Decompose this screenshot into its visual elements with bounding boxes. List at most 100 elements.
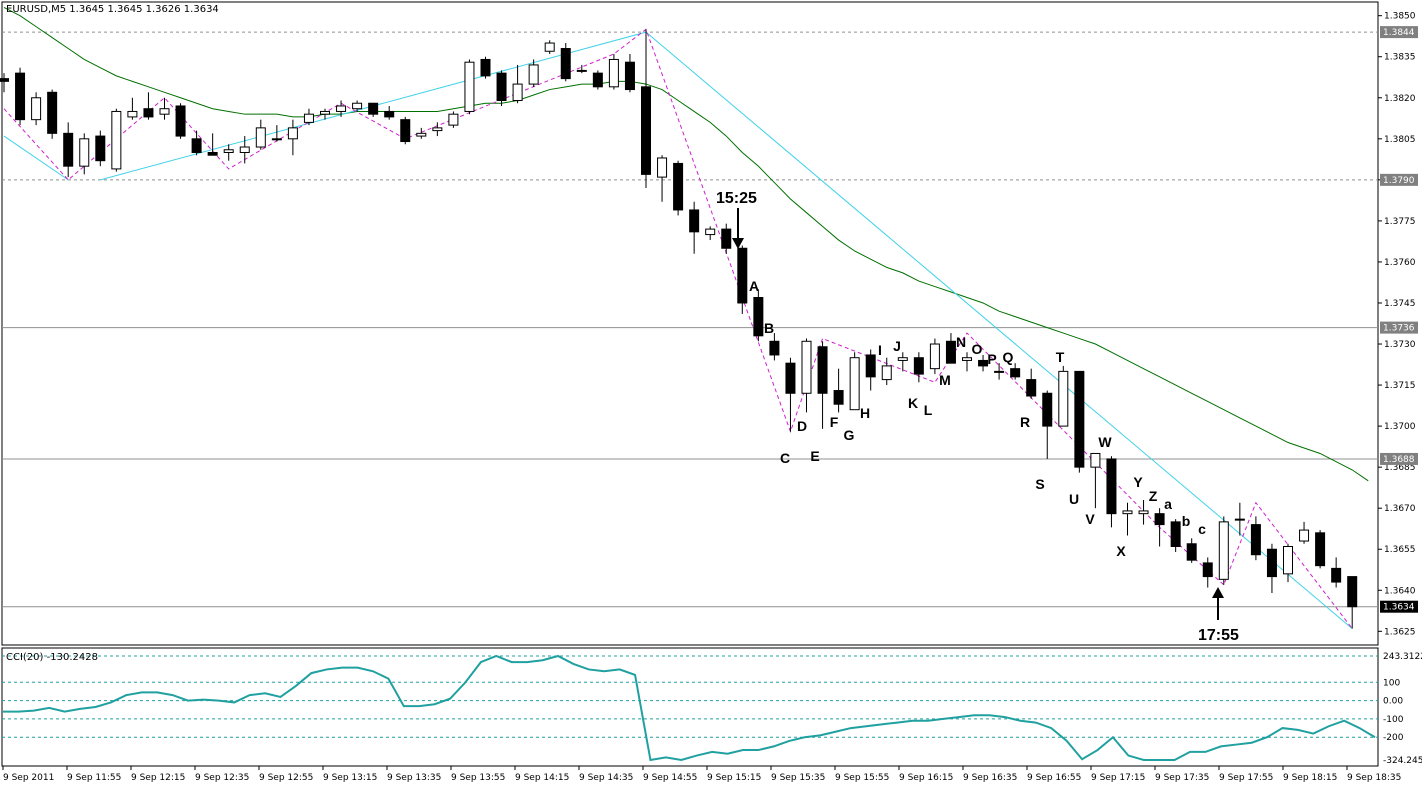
candle [1266,543,1277,594]
candle [689,201,700,254]
candle [400,116,411,145]
candle [175,103,186,139]
candle [1315,530,1326,569]
price-badge-label: 1.3736 [1383,324,1415,334]
candle-body [287,127,298,140]
candle-body [143,108,154,118]
candle-body [560,48,571,80]
cci-grid [2,655,1378,738]
candle [592,70,603,90]
price-tick-label: 1.3820 [1384,94,1416,104]
candle-body [207,151,218,156]
pattern-label-T: T [1056,349,1065,365]
candle-body [368,102,379,115]
candle [1042,390,1053,459]
candle-body [320,110,330,115]
pattern-label-I: I [878,342,882,358]
candle-body [994,370,1005,373]
candle [1283,543,1293,583]
candle-body [79,138,90,167]
candle [865,349,876,391]
arrow-down-icon [732,208,744,249]
candle [223,144,234,161]
candle [1122,502,1133,536]
candle [1202,557,1213,588]
candle-body [303,113,314,123]
candle-body [544,42,555,52]
candle [47,89,58,139]
candle-body [416,132,427,137]
candle [1331,557,1342,588]
candle-body [1347,576,1358,608]
candle [833,368,844,413]
candle [817,341,828,429]
candle-body [817,346,828,394]
price-badge-label: 1.3844 [1383,28,1415,38]
candle-body [897,357,908,361]
candle [1234,502,1245,536]
candle-body [962,357,972,361]
price-tick-label: 1.3850 [1384,12,1416,22]
candle [721,223,732,254]
zigzag-line [3,28,1353,629]
time-tick-label: 9 Sep 16:55 [1027,773,1081,783]
candle [657,155,668,202]
candle-body [336,105,347,112]
price-panel [1,1,1379,646]
time-annotation-1755: 17:55 [1198,627,1239,644]
candle-body [159,108,170,115]
candle [287,119,298,156]
candle [737,245,748,314]
candle [1010,363,1021,380]
candle [79,133,90,175]
pattern-label-S: S [1035,476,1044,492]
price-tick-label: 1.3670 [1384,504,1416,514]
candle [1138,499,1149,525]
candle-body [608,58,619,88]
time-axis: 9 Sep 2011 9 Sep 11:55 9 Sep 12:15 9 Sep 12… [2,766,1401,783]
candle-body [1331,567,1342,583]
candle [897,352,908,372]
candle [785,357,796,432]
price-tick-label: 1.3730 [1384,340,1416,350]
pattern-label-N: N [956,334,966,350]
time-tick-label: 9 Sep 13:55 [451,773,505,783]
trendline [645,31,1353,629]
candle [544,40,555,54]
candle-body [849,357,860,411]
candle-body [223,149,234,153]
pattern-label-R: R [1020,414,1030,430]
candle [913,352,924,383]
candle [624,53,635,93]
candle-body [352,102,363,110]
candle-body [769,340,780,356]
pattern-label-P: P [987,351,996,367]
candle [95,130,106,167]
price-axis: 1.3850 1.3835 1.3820 1.3805 1.3790 1.3775 1.37… [1378,12,1418,637]
pattern-label-O: O [972,341,983,357]
candle-body [1315,532,1326,567]
pattern-label-B: B [764,320,774,336]
candle-body [432,127,443,132]
time-annotation-1525: 15:25 [716,190,757,207]
time-tick-label: 9 Sep 17:15 [1091,773,1145,783]
candle [849,352,860,411]
candle-body [833,390,844,405]
candle-body [1042,392,1053,427]
cci-axis: 243.3122 100 0.00 -100 -200 -324.245 [1383,652,1422,766]
candle-body [881,365,892,381]
candle [962,352,972,372]
candle-body [978,359,989,367]
candle [1058,365,1069,427]
pattern-label-Q: Q [1003,349,1014,365]
candle-body [801,340,812,394]
candle [0,73,9,93]
time-tick-label: 9 Sep 18:35 [1347,773,1401,783]
candle [753,289,764,342]
time-tick-label: 9 Sep 18:15 [1283,773,1337,783]
candle [705,226,716,241]
candle [384,105,395,120]
candle [1250,516,1261,561]
price-tick-label: 1.3715 [1384,381,1416,391]
candle [159,97,170,120]
